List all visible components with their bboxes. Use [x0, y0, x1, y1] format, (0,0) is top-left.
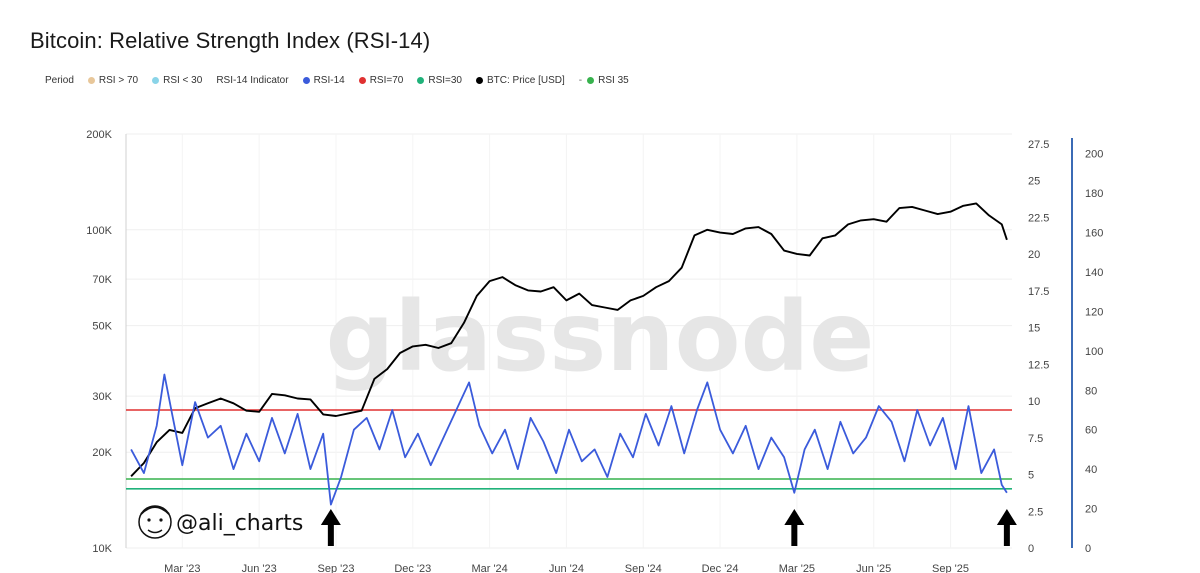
watermark-logo: glassnode — [326, 281, 875, 393]
y-right-tick-label: 20 — [1085, 504, 1097, 516]
legend-item-rsi-14[interactable]: RSI-14 — [302, 75, 345, 86]
avatar-smile-icon — [147, 529, 163, 534]
y-right-tick-label: 0 — [1085, 543, 1091, 555]
y-right-tick-label: 180 — [1085, 188, 1103, 200]
y-mid-tick-label: 7.5 — [1028, 433, 1043, 445]
legend-item-btc-price[interactable]: BTC: Price [USD] — [475, 75, 565, 86]
y-mid-tick-label: 15 — [1028, 323, 1040, 335]
y-mid-tick-label: 12.5 — [1028, 359, 1049, 371]
y-right-tick-label: 60 — [1085, 425, 1097, 437]
legend-dash-icon: - — [578, 75, 583, 86]
y-left-tick-label: 30K — [92, 391, 112, 403]
x-tick-label: Jun '25 — [856, 563, 891, 573]
y-left-tick-label: 20K — [92, 447, 112, 459]
y-mid-tick-label: 20 — [1028, 249, 1040, 261]
author-tag: @ali_charts — [176, 511, 303, 536]
legend-dot-icon — [152, 77, 160, 84]
y-right-tick-label: 160 — [1085, 228, 1103, 240]
y-right-tick-label: 140 — [1085, 267, 1103, 279]
legend-item-rsi-indicator[interactable]: RSI-14 Indicator — [216, 75, 289, 86]
avatar-eye-icon — [147, 518, 151, 522]
y-mid-tick-label: 5 — [1028, 470, 1034, 482]
y-mid-tick-label: 0 — [1028, 543, 1034, 555]
y-left-tick-label: 200K — [86, 129, 112, 141]
x-tick-label: Dec '24 — [702, 563, 739, 573]
legend-item-rsi-30[interactable]: RSI=30 — [417, 75, 462, 86]
avatar-hair-icon — [140, 506, 170, 515]
y-mid-tick-label: 17.5 — [1028, 286, 1049, 298]
arrow-up-icon — [320, 509, 341, 546]
legend-dot-icon — [302, 77, 310, 84]
legend-dot-icon — [475, 77, 483, 84]
y-left-tick-label: 50K — [92, 321, 112, 333]
y-left-tick-label: 10K — [92, 543, 112, 555]
y-right-tick-label: 120 — [1085, 306, 1103, 318]
y-left-tick-label: 100K — [86, 225, 112, 237]
legend-dot-icon — [417, 77, 425, 84]
y-right-tick-label: 100 — [1085, 346, 1103, 358]
series-line-rsi-14 — [130, 373, 1008, 506]
avatar-eye-icon — [159, 518, 163, 522]
y-left-tick-label: 70K — [92, 274, 112, 286]
x-tick-label: Mar '25 — [779, 563, 815, 573]
y-right-tick-label: 40 — [1085, 464, 1097, 476]
x-tick-label: Sep '23 — [317, 563, 354, 573]
legend-item-period[interactable]: Period — [45, 75, 74, 86]
y-mid-tick-label: 22.5 — [1028, 212, 1049, 224]
legend-item-rsi-35[interactable]: - RSI 35 — [578, 75, 629, 86]
y-mid-tick-label: 2.5 — [1028, 506, 1043, 518]
series-line-btc-price-usd- — [130, 202, 1008, 477]
arrow-up-icon — [996, 509, 1017, 546]
y-right-tick-label: 200 — [1085, 149, 1103, 161]
chart-title: Bitcoin: Relative Strength Index (RSI-14… — [30, 28, 431, 53]
x-tick-label: Jun '24 — [549, 563, 584, 573]
legend-item-rsi-above-70[interactable]: RSI > 70 — [87, 75, 138, 86]
legend-item-rsi-below-30[interactable]: RSI < 30 — [152, 75, 202, 86]
x-tick-label: Mar '24 — [471, 563, 507, 573]
legend-dot-icon — [87, 77, 95, 84]
legend-dot-icon — [587, 77, 595, 84]
y-right-tick-label: 80 — [1085, 385, 1097, 397]
legend-dot-icon — [358, 77, 366, 84]
y-mid-tick-label: 25 — [1028, 176, 1040, 188]
x-tick-label: Sep '24 — [625, 563, 662, 573]
y-mid-tick-label: 10 — [1028, 396, 1040, 408]
x-tick-label: Mar '23 — [164, 563, 200, 573]
x-tick-label: Sep '25 — [932, 563, 969, 573]
chart-legend: Period RSI > 70 RSI < 30 RSI-14 Indicato… — [45, 75, 643, 86]
y-mid-tick-label: 27.5 — [1028, 139, 1049, 151]
x-tick-label: Dec '23 — [394, 563, 431, 573]
arrow-up-icon — [784, 509, 805, 546]
legend-item-rsi-70[interactable]: RSI=70 — [358, 75, 403, 86]
x-tick-label: Jun '23 — [242, 563, 277, 573]
